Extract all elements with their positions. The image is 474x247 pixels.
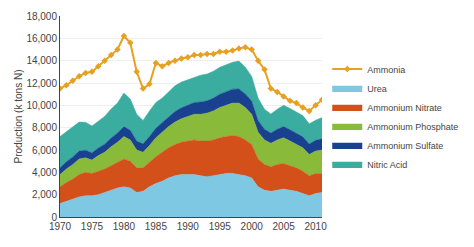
svg-text:4,000: 4,000 xyxy=(32,167,57,178)
svg-text:1995: 1995 xyxy=(209,221,232,232)
svg-text:Ammonium Nitrate: Ammonium Nitrate xyxy=(367,103,442,113)
svg-text:Ammonia: Ammonia xyxy=(367,65,405,75)
svg-text:1970: 1970 xyxy=(49,221,72,232)
svg-text:2,000: 2,000 xyxy=(32,189,57,200)
svg-text:1985: 1985 xyxy=(145,221,168,232)
svg-text:16,000: 16,000 xyxy=(26,33,57,44)
svg-text:Ammonium Sulfate: Ammonium Sulfate xyxy=(367,141,443,151)
svg-text:10,000: 10,000 xyxy=(26,100,57,111)
svg-text:1975: 1975 xyxy=(81,221,104,232)
svg-text:6,000: 6,000 xyxy=(32,145,57,156)
svg-text:Urea: Urea xyxy=(367,84,387,94)
svg-text:Ammonium Phosphate: Ammonium Phosphate xyxy=(367,122,458,132)
svg-text:1990: 1990 xyxy=(177,221,200,232)
svg-text:1980: 1980 xyxy=(113,221,136,232)
svg-text:14,000: 14,000 xyxy=(26,55,57,66)
svg-text:18,000: 18,000 xyxy=(26,11,57,22)
svg-text:8,000: 8,000 xyxy=(32,122,57,133)
svg-text:2005: 2005 xyxy=(273,221,296,232)
svg-text:Production (k tons N): Production (k tons N) xyxy=(13,70,24,164)
svg-text:2000: 2000 xyxy=(241,221,264,232)
svg-text:0: 0 xyxy=(51,212,57,223)
svg-text:Nitric Acid: Nitric Acid xyxy=(367,160,407,170)
svg-text:2010: 2010 xyxy=(304,221,327,232)
svg-text:12,000: 12,000 xyxy=(26,78,57,89)
